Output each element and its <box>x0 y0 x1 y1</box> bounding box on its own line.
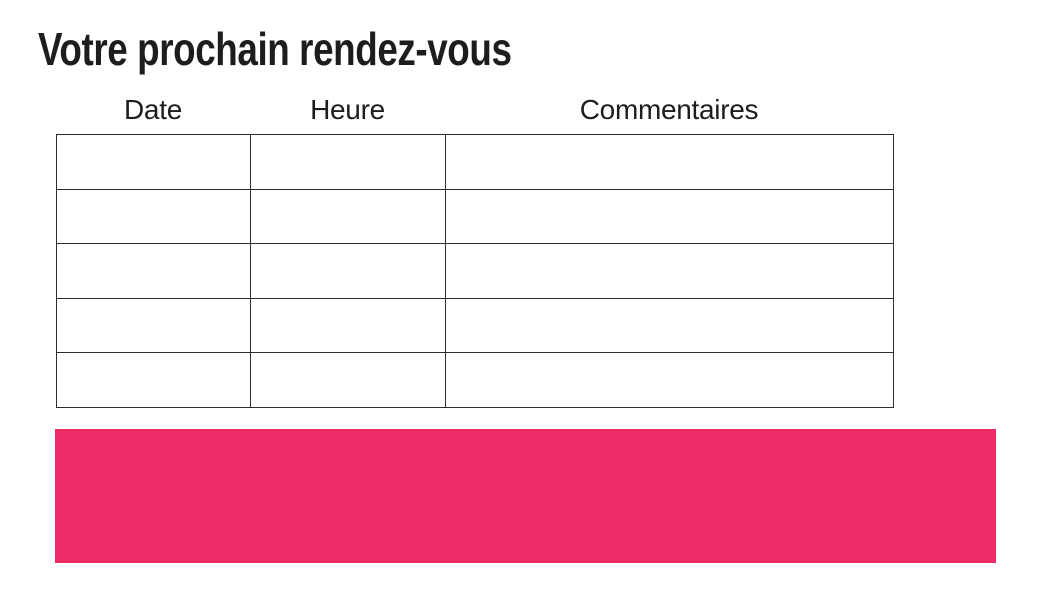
appointments-table-body <box>56 134 894 408</box>
table-row <box>56 352 894 408</box>
table-row <box>56 297 894 354</box>
table-cell <box>56 352 251 408</box>
highlight-banner <box>55 429 996 563</box>
table-cell <box>250 243 446 299</box>
table-cell <box>445 297 894 354</box>
table-cell <box>250 297 446 354</box>
table-cell <box>56 243 251 299</box>
table-row <box>56 188 894 245</box>
table-cell <box>250 134 446 190</box>
table-row <box>56 134 894 190</box>
table-cell <box>445 188 894 245</box>
table-cell <box>445 243 894 299</box>
column-header-date: Date <box>124 94 182 125</box>
table-column-headers: Date Heure Commentaires <box>56 94 893 126</box>
table-cell <box>250 188 446 245</box>
table-cell <box>445 352 894 408</box>
appointments-table <box>56 134 894 408</box>
page-title: Votre prochain rendez-vous <box>38 23 512 75</box>
column-header-heure: Heure <box>310 94 385 125</box>
table-row <box>56 243 894 299</box>
column-header-commentaires: Commentaires <box>579 94 759 125</box>
table-cell <box>56 188 251 245</box>
table-cell <box>250 352 446 408</box>
table-cell <box>56 297 251 354</box>
table-cell <box>56 134 251 190</box>
table-cell <box>445 134 894 190</box>
